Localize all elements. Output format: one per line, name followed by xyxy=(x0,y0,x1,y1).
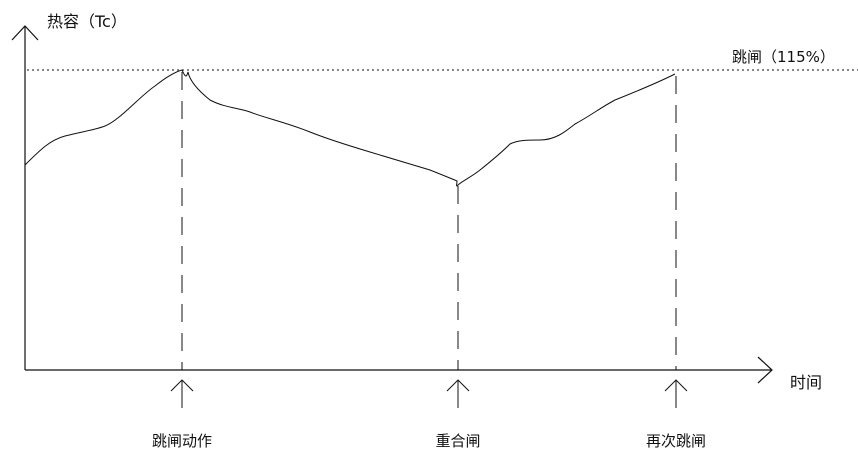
y-axis-label: 热容（Tc） xyxy=(47,12,127,31)
y-axis-arrowhead xyxy=(11,25,39,41)
event-reclose-label: 重合闸 xyxy=(435,432,480,450)
event-trip-arrowhead xyxy=(170,379,194,392)
event-trip-label: 跳闸动作 xyxy=(152,432,212,450)
event-reclose-arrowhead xyxy=(446,379,470,392)
threshold-label: 跳闸（115%） xyxy=(732,48,835,66)
event-retrip-label: 再次跳闸 xyxy=(646,432,706,450)
thermal-capacity-curve xyxy=(24,69,676,187)
x-axis-arrowhead xyxy=(757,356,773,384)
event-retrip-arrowhead xyxy=(664,379,688,392)
x-axis-label: 时间 xyxy=(790,373,822,392)
